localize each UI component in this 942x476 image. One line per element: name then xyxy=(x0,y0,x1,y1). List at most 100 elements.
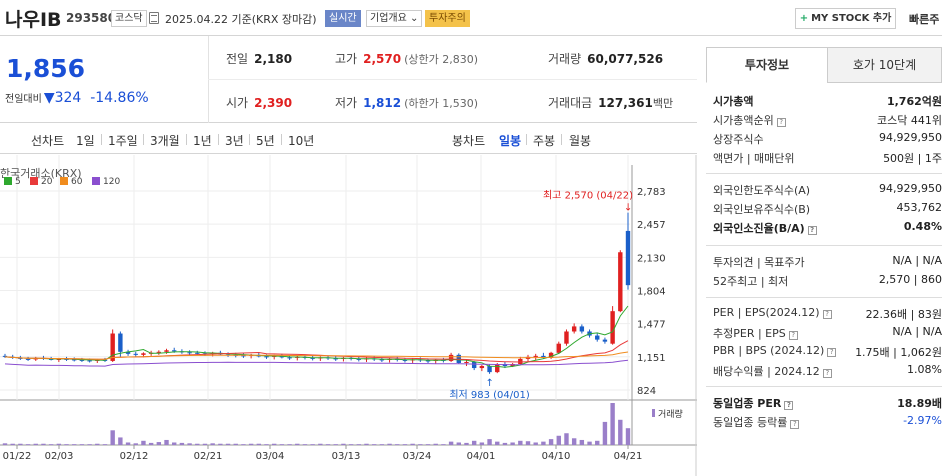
volume-bar xyxy=(25,444,31,445)
candle-body xyxy=(87,360,92,362)
help-icon[interactable]: ? xyxy=(784,401,794,410)
candle-body xyxy=(18,357,23,359)
volume-bar xyxy=(102,444,108,445)
high-value: 2,570 xyxy=(363,52,402,66)
volume-bar xyxy=(187,443,192,445)
tab-investment-info[interactable]: 투자정보 xyxy=(706,47,828,83)
info-row-value: 1.08% xyxy=(907,363,942,376)
volume-bar xyxy=(371,444,377,445)
info-row: 외국인보유주식수(B) 453,762 xyxy=(713,201,942,219)
add-mystock-button[interactable]: + MY STOCK 추가 xyxy=(795,8,896,29)
info-row-label: 시가총액 xyxy=(713,95,754,108)
candle-body xyxy=(79,359,85,361)
info-row-value: N/A | N/A xyxy=(892,325,942,338)
candle-body xyxy=(541,355,546,358)
candle-body xyxy=(379,359,385,361)
info-row-value: 2,570 | 860 xyxy=(878,273,942,286)
volume-bar xyxy=(341,443,346,445)
y-tick-label: 2,783 xyxy=(637,187,666,198)
info-row-label: 동일업종 등락률? xyxy=(713,414,800,430)
candle-body xyxy=(533,355,538,357)
help-icon[interactable]: ? xyxy=(822,310,832,319)
volume-bar xyxy=(595,440,600,445)
volume-bar xyxy=(87,444,92,445)
tab-quote-10[interactable]: 호가 10단계 xyxy=(827,47,942,83)
help-icon[interactable]: ? xyxy=(822,369,832,378)
quick-order-button[interactable]: 빠른주 xyxy=(909,13,940,26)
tab-daily[interactable]: 일봉 xyxy=(499,134,522,148)
divider xyxy=(249,134,250,145)
ma-legend-5: 5 xyxy=(4,177,21,187)
volume-bar xyxy=(548,439,554,445)
candle-body xyxy=(487,366,492,373)
volume-bar xyxy=(348,444,354,445)
add-mystock-label: MY STOCK 추가 xyxy=(811,13,892,24)
tab-monthly[interactable]: 월봉 xyxy=(569,134,592,148)
help-icon[interactable]: ? xyxy=(807,226,817,235)
volume-bar xyxy=(218,443,223,445)
info-row-value: 94,929,950 xyxy=(879,182,942,195)
help-icon[interactable]: ? xyxy=(776,118,786,127)
volume-bar xyxy=(241,444,246,445)
volume-bar xyxy=(156,442,162,445)
tab-3year[interactable]: 3년 xyxy=(225,134,244,148)
x-tick-label: 04/10 xyxy=(542,451,571,462)
help-icon[interactable]: ? xyxy=(790,420,800,429)
open-price: 시가 2,390 xyxy=(226,94,292,111)
tab-line-chart[interactable]: 선차트 xyxy=(31,134,65,148)
low-label: 저가 xyxy=(335,96,358,110)
y-tick-label: 1,804 xyxy=(637,286,666,297)
volume-bar xyxy=(510,442,515,445)
volume-bar xyxy=(41,443,46,445)
down-arrow-icon: ↓ xyxy=(624,203,632,214)
candle-body xyxy=(571,326,577,332)
candle-body xyxy=(25,358,31,360)
price-chart[interactable]: 2,783 2,457 2,130 1,804 1,477 1,151 824 01/22 02… xyxy=(0,155,697,476)
current-price: 1,856 xyxy=(6,54,86,83)
volume-bar xyxy=(571,438,577,445)
help-icon[interactable]: ? xyxy=(827,348,837,357)
tab-3month[interactable]: 3개월 xyxy=(150,134,180,148)
candle-body xyxy=(172,350,177,352)
candle-body xyxy=(464,361,469,363)
volume-bar xyxy=(72,444,77,445)
company-overview-button[interactable]: 기업개요 ⌄ xyxy=(366,10,423,27)
volume-bar xyxy=(110,430,115,445)
candle-body xyxy=(548,352,554,358)
volume-bar xyxy=(402,444,408,445)
date-text: 2025.04.22 기준(KRX 장마감) xyxy=(165,13,317,26)
candle-body xyxy=(125,351,131,354)
info-row-label: 시가총액순위? xyxy=(713,112,786,128)
volume-bar xyxy=(471,440,477,445)
divider xyxy=(706,386,942,387)
info-row-value: 500원 | 1주 xyxy=(883,152,942,165)
volume-bar xyxy=(525,441,531,445)
info-row: 시가총액 1,762억원 xyxy=(713,93,942,111)
tab-1day[interactable]: 1일 xyxy=(76,134,95,148)
tab-5year[interactable]: 5년 xyxy=(256,134,275,148)
candle-body xyxy=(56,358,62,360)
volume-bar xyxy=(441,444,446,445)
lower-limit: (하한가 1,530) xyxy=(404,97,478,110)
y-tick-label: 824 xyxy=(637,386,656,397)
info-row-label: 52주최고 | 최저 xyxy=(713,275,789,288)
period-tabs: 선차트 1일 1주일 3개월 1년 3년 5년 10년 봉차트 일봉 주봉 월봉 xyxy=(0,124,697,154)
stock-code: 293580 xyxy=(66,11,117,25)
volume-bar xyxy=(125,442,131,445)
info-row: PER | EPS(2024.12)? 22.36배 | 83원 xyxy=(713,306,942,324)
volume-bar xyxy=(148,442,154,445)
diff-value: ▼324 xyxy=(43,90,82,106)
volume-bar xyxy=(141,440,146,445)
help-icon[interactable]: ? xyxy=(788,331,798,340)
tab-1year[interactable]: 1년 xyxy=(193,134,212,148)
ma-swatch xyxy=(30,177,38,185)
tab-weekly[interactable]: 주봉 xyxy=(533,134,556,148)
tab-10year[interactable]: 10년 xyxy=(288,134,315,148)
volume-bar xyxy=(518,440,523,445)
warning-tag: 투자주의 xyxy=(425,10,470,27)
tab-1week[interactable]: 1주일 xyxy=(108,134,138,148)
volume: 거래량 60,077,526 xyxy=(548,50,663,67)
tab-candle-chart[interactable]: 봉차트 xyxy=(452,134,486,148)
realtime-tag[interactable]: 실시간 xyxy=(325,10,361,27)
divider xyxy=(101,134,102,145)
